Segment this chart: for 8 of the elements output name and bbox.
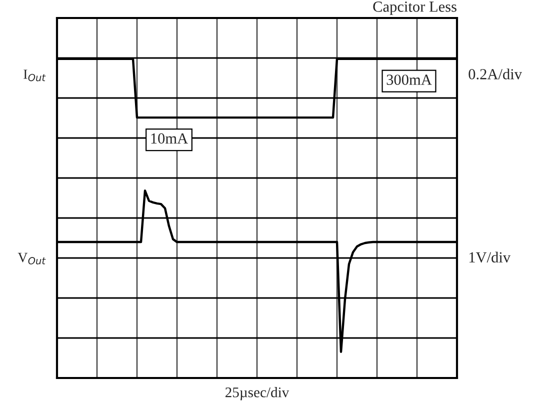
chart-title: Capcitor Less	[373, 2, 456, 15]
text: 0.2A/div	[468, 68, 522, 80]
annotation: 10mA	[151, 133, 188, 144]
text: 1V/div	[469, 252, 511, 263]
annotation: 300mA	[386, 74, 432, 85]
x-axis-title: 25µsec/div	[225, 387, 290, 400]
series-label: I$_{Out}$	[24, 70, 46, 82]
series-label: V$_{Out}$	[18, 252, 46, 264]
